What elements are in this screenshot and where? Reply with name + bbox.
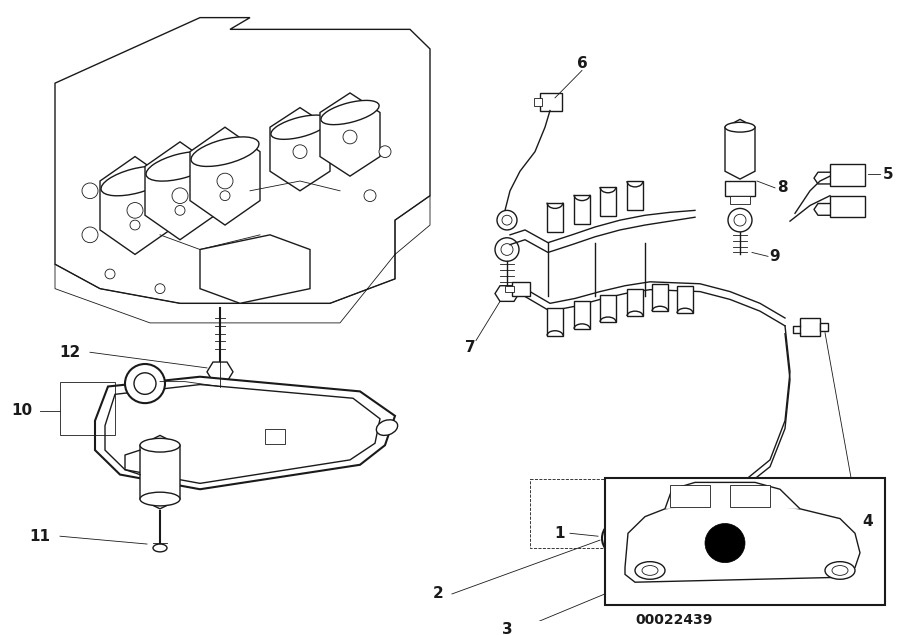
Polygon shape [320, 93, 380, 176]
Polygon shape [600, 295, 616, 322]
Polygon shape [627, 289, 643, 316]
Bar [820, 323, 828, 331]
Polygon shape [495, 286, 519, 302]
Bar [800, 318, 820, 336]
Polygon shape [625, 502, 860, 582]
Bar [265, 429, 285, 444]
Bar [730, 196, 750, 204]
Ellipse shape [376, 420, 398, 436]
Circle shape [134, 373, 156, 394]
Text: 8: 8 [777, 180, 788, 196]
Bar [730, 485, 770, 507]
Circle shape [611, 530, 629, 547]
Circle shape [634, 530, 652, 547]
Ellipse shape [101, 166, 169, 196]
Bar [605, 478, 885, 605]
Circle shape [379, 146, 391, 157]
Bar [505, 286, 514, 291]
Circle shape [501, 244, 513, 255]
Ellipse shape [140, 438, 180, 452]
Circle shape [172, 188, 188, 204]
Text: 3: 3 [501, 622, 512, 635]
Circle shape [220, 190, 230, 201]
Ellipse shape [635, 561, 665, 579]
Ellipse shape [146, 152, 214, 181]
Circle shape [602, 521, 638, 556]
Circle shape [155, 284, 165, 293]
Ellipse shape [825, 561, 855, 579]
Ellipse shape [642, 566, 658, 575]
Ellipse shape [321, 100, 379, 124]
Polygon shape [145, 142, 215, 240]
Circle shape [105, 269, 115, 279]
Polygon shape [547, 308, 563, 336]
Bar [530, 479, 660, 548]
Polygon shape [95, 377, 395, 489]
Polygon shape [725, 119, 755, 179]
Circle shape [82, 183, 98, 199]
Polygon shape [200, 235, 310, 304]
Text: 2: 2 [433, 587, 444, 601]
Text: 7: 7 [464, 340, 475, 355]
Ellipse shape [648, 511, 696, 526]
Ellipse shape [140, 492, 180, 506]
Ellipse shape [832, 566, 848, 575]
Text: 11: 11 [30, 529, 50, 544]
Text: 00022439: 00022439 [635, 613, 713, 627]
Text: 10: 10 [12, 403, 32, 418]
Polygon shape [677, 286, 693, 313]
Bar [725, 181, 755, 196]
Polygon shape [270, 108, 330, 190]
Circle shape [625, 521, 661, 556]
Polygon shape [574, 195, 590, 224]
Ellipse shape [153, 544, 167, 552]
Bar [830, 164, 865, 186]
Polygon shape [140, 436, 180, 509]
Text: 1: 1 [554, 526, 565, 541]
Polygon shape [547, 203, 563, 232]
Circle shape [127, 203, 143, 218]
Bar [540, 93, 562, 110]
Circle shape [502, 215, 512, 225]
Ellipse shape [191, 137, 259, 166]
Text: 9: 9 [770, 249, 780, 264]
Circle shape [364, 190, 376, 201]
Circle shape [705, 523, 745, 563]
Text: 4: 4 [863, 514, 873, 529]
Circle shape [495, 237, 519, 261]
Polygon shape [627, 181, 643, 210]
Ellipse shape [271, 115, 329, 139]
Circle shape [497, 210, 517, 230]
Polygon shape [100, 157, 170, 255]
Ellipse shape [725, 123, 755, 132]
Polygon shape [600, 187, 616, 217]
Polygon shape [665, 483, 800, 509]
Bar [60, 382, 115, 436]
Circle shape [130, 220, 140, 230]
Bar [670, 485, 710, 507]
Text: 12: 12 [59, 345, 81, 360]
Text: 5: 5 [883, 166, 894, 182]
Circle shape [734, 214, 746, 226]
Circle shape [217, 173, 233, 189]
Polygon shape [648, 507, 695, 570]
Polygon shape [652, 284, 668, 311]
Polygon shape [190, 127, 260, 225]
Polygon shape [55, 18, 430, 304]
Circle shape [293, 145, 307, 159]
Text: 6: 6 [577, 56, 588, 71]
Circle shape [343, 130, 357, 144]
Bar [830, 196, 865, 217]
Polygon shape [574, 302, 590, 329]
Bar [512, 282, 530, 295]
Circle shape [125, 364, 165, 403]
Polygon shape [207, 362, 233, 382]
Circle shape [82, 227, 98, 243]
Bar [534, 98, 542, 105]
Circle shape [728, 208, 752, 232]
Circle shape [175, 206, 185, 215]
